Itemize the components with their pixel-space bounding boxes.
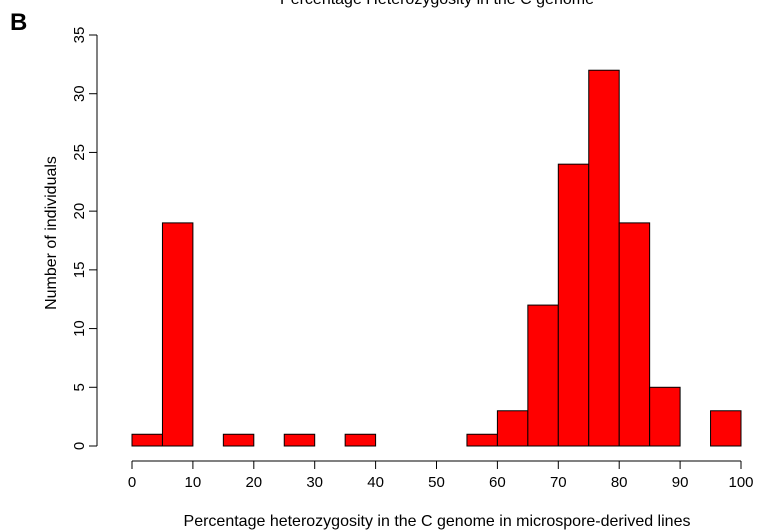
x-tick-label: 80	[611, 474, 628, 491]
x-tick-label: 60	[489, 474, 506, 491]
x-tick-label: 40	[367, 474, 384, 491]
histogram-bar	[557, 163, 590, 447]
y-tick-label: 0	[71, 442, 88, 450]
histogram-bar	[283, 433, 316, 447]
y-tick-label: 10	[71, 320, 88, 337]
histogram-bar	[588, 69, 620, 447]
histogram-bar	[222, 433, 255, 447]
histogram-bar	[496, 410, 529, 447]
histogram-bar	[710, 410, 742, 447]
x-tick-label: 10	[185, 474, 202, 491]
histogram-bar	[618, 222, 651, 447]
x-tick-label: 20	[245, 474, 262, 491]
x-tick-label: 50	[428, 474, 445, 491]
x-tick-label: 0	[128, 474, 136, 491]
y-tick-label: 20	[71, 203, 88, 220]
histogram-bar	[344, 433, 377, 447]
y-axis-title: Number of individuals	[43, 156, 60, 310]
y-tick-label: 30	[71, 85, 88, 102]
histogram-bar	[466, 433, 498, 447]
y-tick-label: 25	[71, 144, 88, 161]
x-tick-label: 100	[728, 474, 753, 491]
x-tick-label: 70	[550, 474, 567, 491]
x-tick-label: 30	[306, 474, 323, 491]
y-tick-label: 15	[71, 262, 88, 279]
panel-label: B	[10, 9, 27, 36]
histogram-bar	[161, 222, 194, 447]
y-tick-label: 5	[71, 383, 88, 391]
histogram-bar	[131, 433, 163, 447]
histogram-bar	[527, 304, 559, 447]
x-axis: 0 10 20 30 40 50 60 70 80 90 100	[128, 460, 754, 491]
chart-title: Percentage Heterozygosity in the C genom…	[280, 0, 594, 8]
x-axis-title: Percentage heterozygosity in the C genom…	[184, 513, 691, 530]
y-axis: 0 5 10 15 20 25 30 35	[71, 27, 98, 450]
bars-group	[131, 69, 742, 447]
histogram-bar	[649, 386, 681, 447]
y-tick-label: 35	[71, 27, 88, 44]
x-tick-label: 90	[672, 474, 689, 491]
